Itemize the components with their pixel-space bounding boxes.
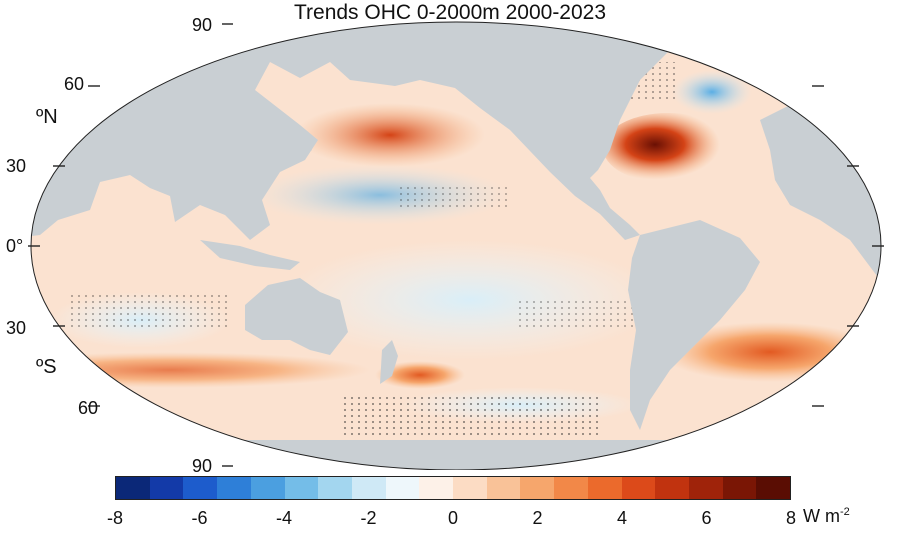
lat-label-60s: 60 [78,398,99,418]
colorbar-segment [453,477,487,499]
indonesia [200,240,300,270]
colorbar [115,476,791,500]
world-map [28,21,884,470]
colorbar-tick-label: 8 [785,508,797,528]
stipple-north-pacific [400,185,510,207]
subpolar-cooling [672,70,752,114]
colorbar-segment [217,477,251,499]
new-zealand [380,340,398,384]
south-america [628,220,760,430]
colorbar-segment [351,477,386,499]
colorbar-tick-label: -8 [106,508,124,528]
colorbar-segment [419,477,454,499]
hemisphere-label-north: ºN [36,106,58,128]
lat-label-equator: 0° [6,236,24,256]
stipple-indian [70,295,230,327]
colorbar-segment [183,477,218,499]
pacific-pale [280,240,660,360]
kuroshio-warming [295,103,485,167]
colorbar-segment [756,477,791,499]
lat-label-90s: 90 [192,456,213,476]
lat-label-30n: 30 [6,156,27,176]
colorbar-segment [520,477,555,499]
colorbar-segment [149,477,184,499]
australia [245,278,348,355]
colorbar-tick-label: 6 [701,508,712,528]
gulf-stream-warming [603,113,733,183]
colorbar-segment [250,477,285,499]
colorbar-segment [318,477,352,499]
north-pacific-cooling [250,165,510,225]
tasman-warming [375,361,465,389]
colorbar-segment [385,477,420,499]
colorbar-tick-label: 2 [532,508,543,528]
colorbar-segment [554,477,588,499]
lat-label-90n: 90 [192,15,213,35]
lat-label-30s: 30 [6,318,27,338]
colorbar-tick-label: 0 [447,508,459,528]
japan [282,138,312,162]
graticule-ticks [28,23,884,467]
colorbar-tick-label: -2 [360,508,377,528]
labrador-sea-warming [687,38,737,62]
colorbar-segment [587,477,622,499]
colorbar-segment [621,477,656,499]
colorbar-segment [486,477,521,499]
antarctica [31,440,881,470]
lat-label-60n: 60 [64,74,85,94]
colorbar-segment [722,477,757,499]
colorbar-segment [688,477,723,499]
greenland [742,22,881,78]
stipple-south-pacific [340,395,600,437]
colorbar-segment [655,477,689,499]
colorbar-tick-label: -4 [275,508,293,528]
colorbar-tick-label: 4 [616,508,628,528]
colorbar-segment [284,477,319,499]
colorbar-tick-label: -6 [191,508,208,528]
map-title: Trends OHC 0-2000m 2000-2023 [293,1,607,24]
colorbar-segment [116,477,150,499]
stipple-east-pacific [515,300,635,328]
north-america [330,22,700,240]
colorbar-unit: W m-2 [803,506,850,526]
hemisphere-label-south: ºS [36,356,57,378]
